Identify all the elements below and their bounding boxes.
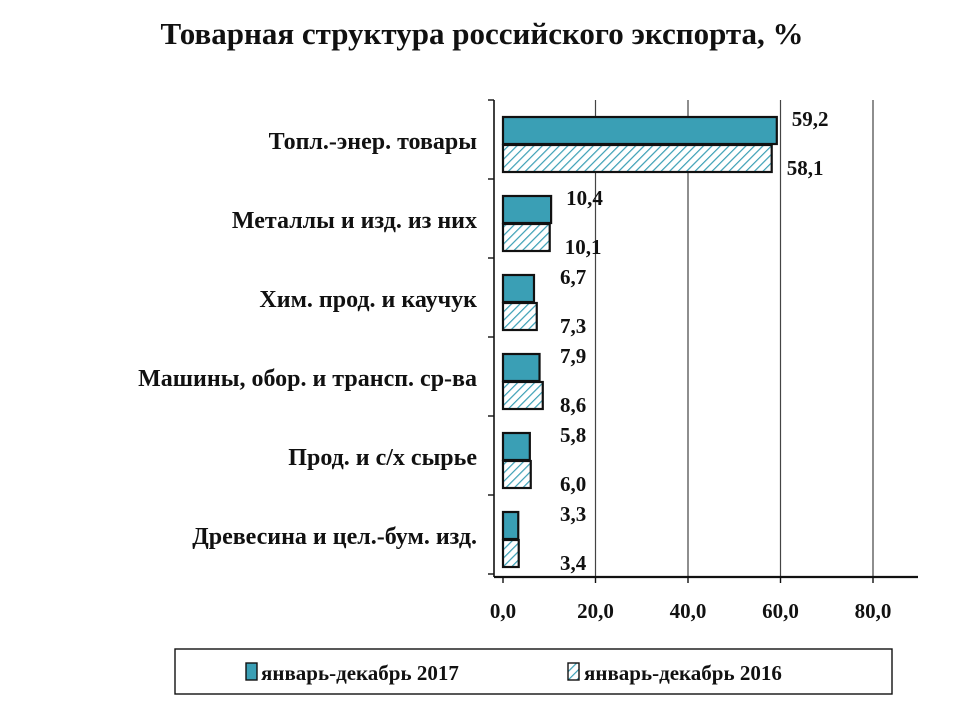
x-tick-label: 0,0 [490, 599, 516, 623]
bar-2017 [501, 194, 553, 225]
category-label: Прод. и с/х сырье [288, 445, 477, 471]
bar-2016 [501, 143, 773, 174]
data-label: 10,4 [566, 186, 603, 210]
bar-2016 [501, 538, 520, 569]
category-label: Топл.-энер. товары [269, 129, 478, 155]
bar-2016 [501, 459, 532, 490]
x-tick-label: 80,0 [855, 599, 892, 623]
x-tick-label: 60,0 [762, 599, 799, 623]
legend-swatch-2017 [245, 662, 258, 681]
legend-label-2016: январь-декабрь 2016 [584, 661, 782, 685]
bar-2017 [501, 273, 536, 304]
chart-title: Товарная структура российского экспорта,… [160, 16, 803, 51]
category-label: Машины, обор. и трансп. ср-ва [138, 366, 477, 392]
x-tick-label: 40,0 [670, 599, 707, 623]
category-label: Хим. прод. и каучук [259, 287, 477, 313]
data-label: 3,4 [560, 551, 587, 575]
data-label: 8,6 [560, 393, 586, 417]
data-label: 58,1 [787, 156, 824, 180]
bar-2017 [501, 352, 541, 383]
data-label: 7,3 [560, 314, 586, 338]
bar-2017 [501, 510, 520, 541]
bar-2017 [501, 115, 778, 146]
x-tick-label: 20,0 [577, 599, 614, 623]
data-label: 6,7 [560, 265, 586, 289]
bar-2016 [501, 301, 538, 332]
data-label: 6,0 [560, 472, 586, 496]
bar-2017 [501, 431, 531, 462]
category-label: Древесина и цел.-бум. изд. [192, 524, 477, 550]
legend-swatch-2016 [567, 662, 580, 681]
legend-box [174, 648, 893, 695]
bar-2016 [501, 222, 551, 253]
legend-label-2017: январь-декабрь 2017 [261, 661, 459, 685]
category-label: Металлы и изд. из них [232, 208, 477, 234]
data-label: 7,9 [560, 344, 586, 368]
data-label: 10,1 [565, 235, 602, 259]
bar-2016 [501, 380, 544, 411]
data-label: 59,2 [792, 107, 829, 131]
data-label: 3,3 [560, 502, 586, 526]
data-label: 5,8 [560, 423, 586, 447]
